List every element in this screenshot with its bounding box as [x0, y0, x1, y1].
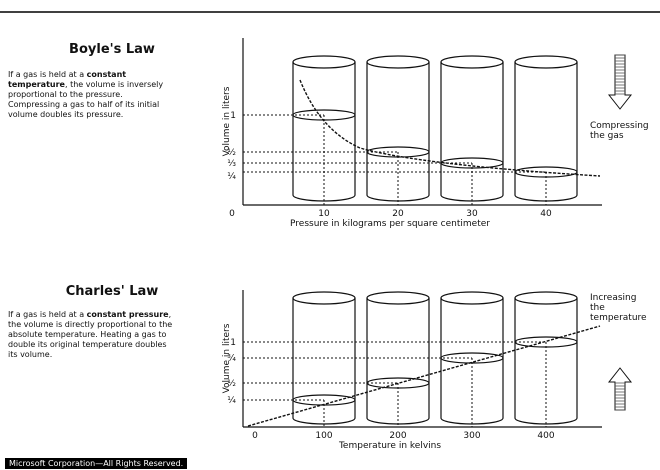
- x-tick-label: 0: [252, 431, 258, 441]
- text: If a gas is held at a: [8, 310, 87, 319]
- x-tick-label: 400: [537, 431, 554, 441]
- y-axis-label: Volume in liters: [222, 86, 232, 156]
- page: 0102030401½⅓¼Pressure in kilograms per s…: [0, 0, 660, 470]
- x-tick-label: 30: [466, 209, 478, 219]
- x-tick-label: 200: [389, 431, 406, 441]
- y-tick-label: ¼: [227, 396, 236, 406]
- y-tick-label: ¼: [227, 172, 236, 182]
- x-tick-label: 300: [463, 431, 480, 441]
- boyle-text: If a gas is held at a constant temperatu…: [8, 70, 176, 120]
- cylinder-top: [293, 292, 355, 304]
- relation-curve: [248, 326, 600, 426]
- cylinder-top: [515, 56, 577, 68]
- cylinder-top: [515, 292, 577, 304]
- y-tick-label: ⅓: [227, 159, 236, 169]
- side-label: Compressing: [590, 121, 649, 131]
- cylinder-top: [367, 56, 429, 68]
- x-axis-label: Temperature in kelvins: [338, 441, 441, 451]
- charles-title: Charles' Law: [12, 284, 212, 299]
- x-tick-label: 40: [540, 209, 552, 219]
- x-axis-label: Pressure in kilograms per square centime…: [290, 219, 490, 229]
- boyle-title: Boyle's Law: [12, 42, 212, 57]
- side-label: Increasing: [590, 293, 636, 303]
- bold-text: constant pressure: [87, 310, 169, 319]
- charles-text: If a gas is held at a constant pressure,…: [8, 310, 176, 360]
- text: If a gas is held at a: [8, 70, 87, 79]
- side-label: the: [590, 303, 605, 313]
- cylinder-top: [441, 292, 503, 304]
- side-label: temperature: [590, 313, 647, 323]
- cylinder-top: [293, 56, 355, 68]
- side-label: the gas: [590, 131, 624, 141]
- x-tick-label: 0: [229, 209, 235, 219]
- x-tick-label: 20: [392, 209, 404, 219]
- cylinder-top: [367, 292, 429, 304]
- x-tick-label: 100: [315, 431, 332, 441]
- x-tick-label: 10: [318, 209, 330, 219]
- footer: Microsoft Corporation—All Rights Reserve…: [5, 458, 187, 469]
- y-axis-label: Volume in liters: [222, 323, 232, 393]
- cylinder-top: [441, 56, 503, 68]
- relation-curve: [300, 80, 600, 176]
